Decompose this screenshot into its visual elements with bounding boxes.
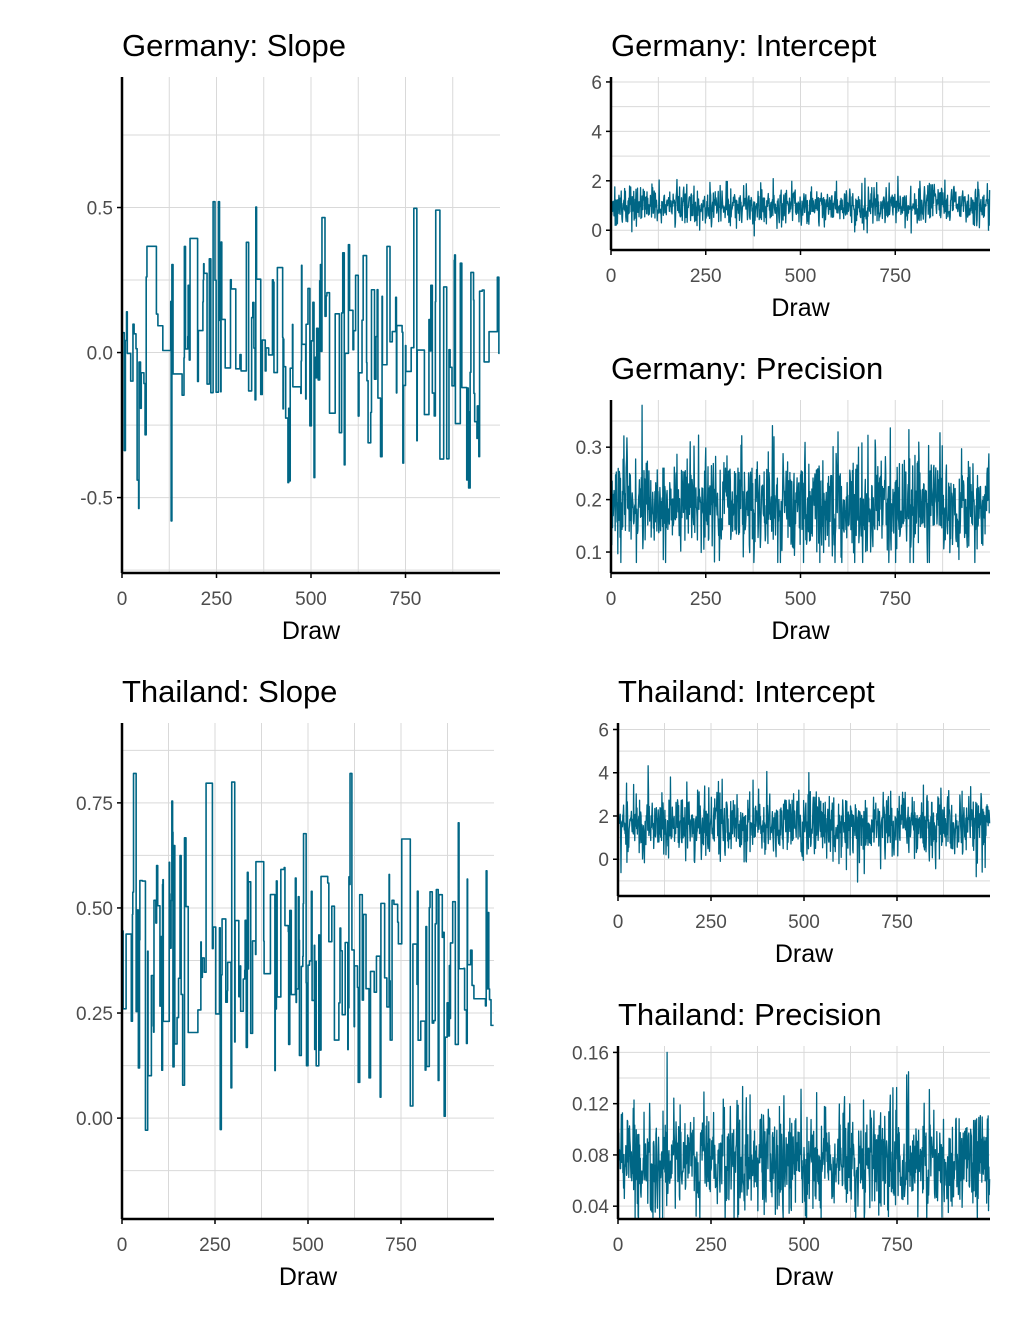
x-tick-label: 500: [788, 1235, 820, 1256]
y-tick-label: 0.50: [76, 899, 113, 920]
trace-line: [121, 772, 495, 1131]
chart-title: Germany: Intercept: [611, 28, 877, 63]
y-tick-label: 0.25: [76, 1004, 113, 1025]
trace-line: [617, 765, 991, 883]
x-tick-label: 750: [881, 1235, 913, 1256]
x-tick-label: 750: [879, 589, 911, 610]
y-tick-label: 0.2: [576, 491, 602, 512]
trace-line: [617, 1051, 991, 1220]
x-axis-label: Draw: [775, 1263, 834, 1291]
y-tick-label: 0.12: [572, 1095, 609, 1116]
y-tick-label: 0.16: [572, 1043, 609, 1064]
x-tick-label: 250: [690, 589, 722, 610]
x-axis-label: Draw: [771, 294, 830, 322]
x-tick-label: 0: [613, 1235, 624, 1256]
x-tick-label: 250: [695, 912, 727, 933]
x-tick-label: 250: [695, 1235, 727, 1256]
y-tick-label: 0.3: [576, 438, 602, 459]
panel-germany-precision: Germany: Precision 0 250 500 750 0.1 0.2 0.3 Dra…: [576, 351, 990, 645]
y-tick-label: 0.75: [76, 794, 113, 815]
panel-thailand-intercept: Thailand: Intercept 0 250 500 750 0 2 4 6 Draw: [598, 674, 991, 968]
chart-title: Germany: Precision: [611, 351, 883, 386]
y-tick-label: 0.00: [76, 1109, 113, 1130]
y-tick-label: 0.5: [87, 199, 113, 220]
x-tick-label: 0: [117, 589, 128, 610]
x-axis-label: Draw: [282, 617, 341, 645]
x-tick-label: 0: [117, 1235, 128, 1256]
x-tick-label: 500: [295, 589, 327, 610]
x-axis-label: Draw: [771, 617, 830, 645]
y-tick-label: 0.0: [87, 344, 113, 365]
x-tick-label: 250: [199, 1235, 231, 1256]
x-tick-label: 250: [690, 266, 722, 287]
y-tick-label: 4: [598, 764, 609, 785]
x-tick-label: 500: [292, 1235, 324, 1256]
x-tick-label: 750: [385, 1235, 417, 1256]
chart-title: Thailand: Slope: [122, 674, 337, 709]
panel-thailand-slope: Thailand: Slope 0 250 500 750 0.00 0.25 0.50 0.7…: [76, 674, 495, 1291]
y-tick-label: -0.5: [80, 489, 113, 510]
y-tick-label: 0: [598, 850, 609, 871]
panel-germany-intercept: Germany: Intercept 0 250 500 750 0 2 4 6 Draw: [591, 28, 991, 322]
x-tick-label: 500: [785, 266, 817, 287]
x-tick-label: 500: [785, 589, 817, 610]
chart-title: Thailand: Intercept: [618, 674, 875, 709]
chart-title: Germany: Slope: [122, 28, 346, 63]
trace-line: [121, 200, 501, 522]
x-tick-label: 0: [606, 589, 617, 610]
trace-line: [610, 404, 990, 564]
x-tick-label: 0: [606, 266, 617, 287]
panel-germany-slope: Germany: Slope 0 250 500 750 -0.5 0.0 0.5 Draw: [80, 28, 501, 645]
x-tick-label: 0: [613, 912, 624, 933]
y-tick-label: 0.04: [572, 1197, 609, 1218]
chart-title: Thailand: Precision: [618, 997, 882, 1032]
y-tick-label: 0.1: [576, 543, 602, 564]
trace-line: [610, 175, 991, 237]
x-tick-label: 250: [201, 589, 233, 610]
y-tick-label: 4: [591, 122, 602, 143]
y-tick-label: 0.08: [572, 1146, 609, 1167]
y-tick-label: 6: [591, 73, 602, 94]
x-tick-label: 500: [788, 912, 820, 933]
y-tick-label: 6: [598, 720, 609, 741]
x-axis-label: Draw: [775, 940, 834, 968]
x-tick-label: 750: [879, 266, 911, 287]
x-tick-label: 750: [881, 912, 913, 933]
x-axis-label: Draw: [279, 1263, 338, 1291]
y-tick-label: 0: [591, 221, 602, 242]
panel-thailand-precision: Thailand: Precision 0 250 500 750 0.04 0.08 0.1…: [572, 997, 991, 1291]
y-tick-label: 2: [591, 172, 602, 193]
x-tick-label: 750: [390, 589, 422, 610]
y-tick-label: 2: [598, 807, 609, 828]
